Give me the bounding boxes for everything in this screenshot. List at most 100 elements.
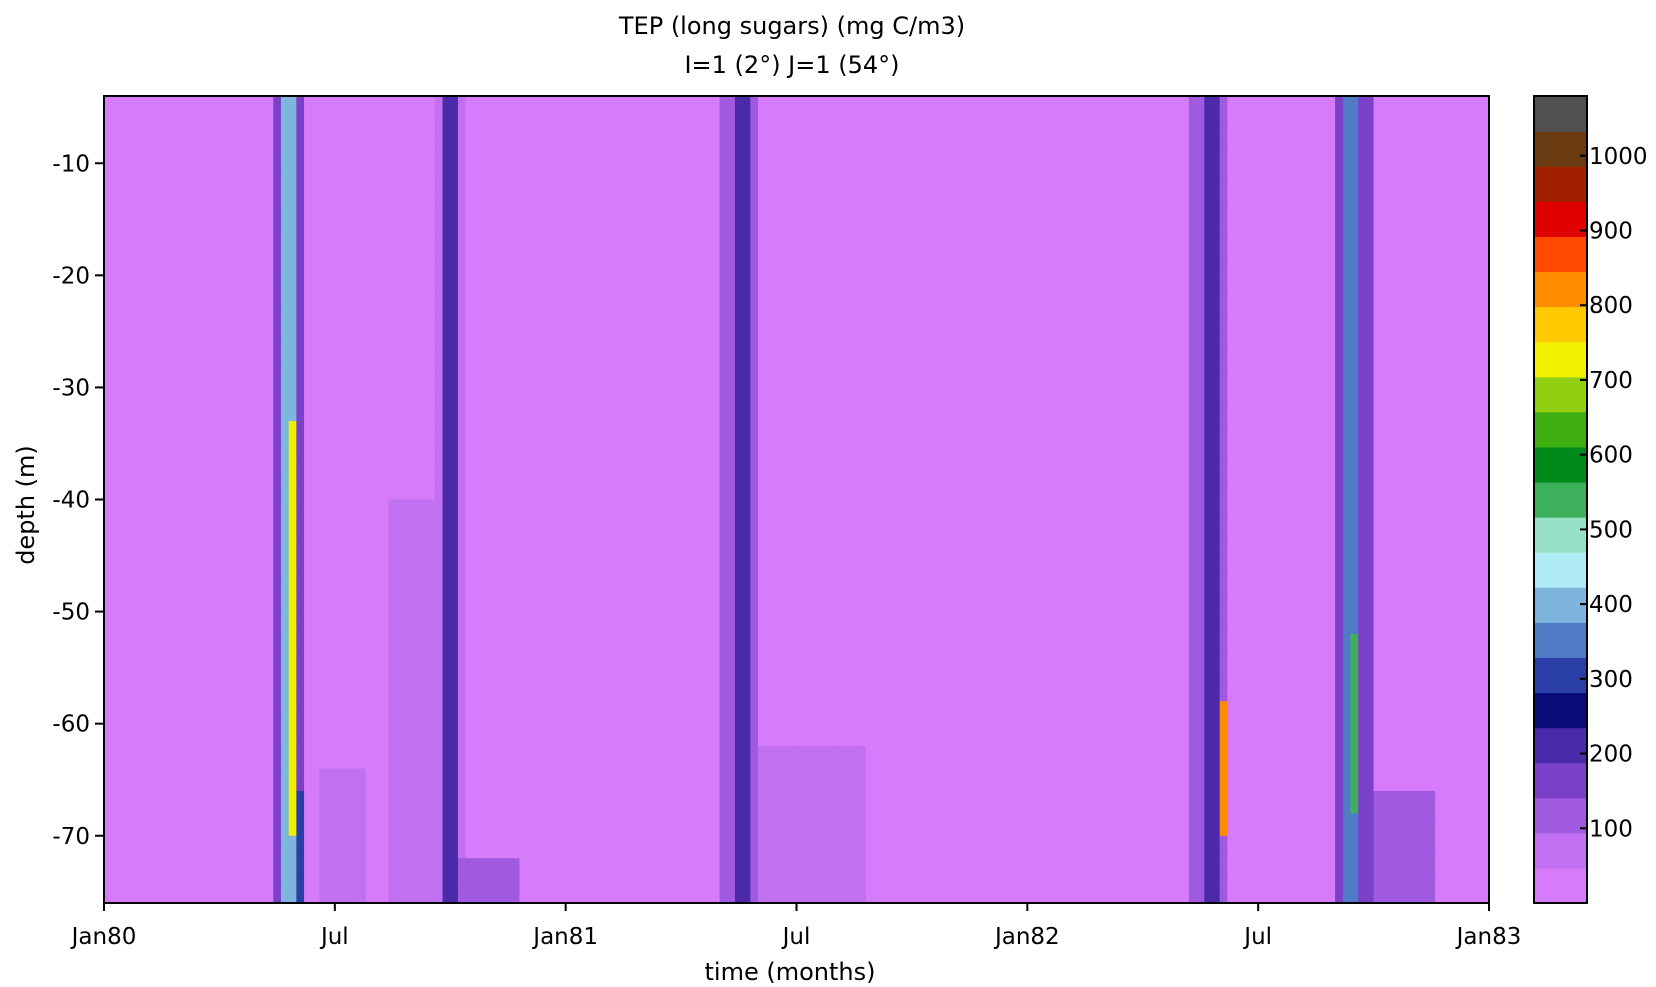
heatmap-cell bbox=[280, 387, 290, 400]
heatmap-cell bbox=[111, 611, 120, 624]
heatmap-cell bbox=[565, 275, 574, 288]
heatmap-cell bbox=[488, 734, 498, 747]
heatmap-cell bbox=[473, 533, 482, 545]
heatmap-cell bbox=[457, 163, 467, 176]
heatmap-cell bbox=[565, 768, 574, 781]
heatmap-cell bbox=[119, 891, 128, 904]
heatmap-cell bbox=[611, 140, 621, 153]
heatmap-cell bbox=[357, 129, 367, 142]
heatmap-cell bbox=[588, 129, 598, 142]
heatmap-cell bbox=[427, 208, 436, 220]
heatmap-cell bbox=[134, 891, 144, 904]
heatmap-cell bbox=[573, 779, 582, 792]
heatmap-cell bbox=[319, 846, 328, 859]
heatmap-cell bbox=[388, 353, 397, 366]
heatmap-cell bbox=[565, 129, 574, 142]
heatmap-cell bbox=[565, 241, 574, 254]
heatmap-cell bbox=[411, 320, 421, 332]
heatmap-cell bbox=[542, 297, 551, 310]
heatmap-cell bbox=[280, 757, 290, 770]
heatmap-cell bbox=[611, 757, 621, 770]
heatmap-cell bbox=[550, 488, 559, 501]
heatmap-cell bbox=[573, 566, 582, 579]
heatmap-cell bbox=[381, 454, 390, 467]
heatmap-cell bbox=[504, 779, 513, 792]
heatmap-cell bbox=[550, 342, 559, 355]
heatmap-cell bbox=[119, 510, 128, 523]
heatmap-cell bbox=[150, 723, 159, 736]
heatmap-cell bbox=[211, 308, 221, 321]
heatmap-cell bbox=[134, 723, 144, 736]
heatmap-cell bbox=[627, 656, 636, 669]
heatmap-cell bbox=[273, 667, 282, 680]
heatmap-cell bbox=[319, 342, 328, 355]
heatmap-cell bbox=[442, 734, 451, 747]
heatmap-cell bbox=[450, 219, 459, 232]
heatmap-cell bbox=[542, 712, 551, 725]
heatmap-cell bbox=[204, 152, 213, 164]
heatmap-cell bbox=[581, 275, 590, 288]
heatmap-cell bbox=[442, 555, 451, 568]
heatmap-cell bbox=[588, 768, 598, 781]
heatmap-cell bbox=[527, 409, 536, 422]
heatmap-cell bbox=[457, 107, 467, 120]
heatmap-cell bbox=[280, 208, 290, 220]
heatmap-cell bbox=[604, 701, 613, 714]
heatmap-cell bbox=[465, 690, 474, 702]
heatmap-cell bbox=[296, 757, 305, 770]
heatmap-cell bbox=[350, 230, 359, 243]
heatmap-cell bbox=[373, 645, 382, 658]
heatmap-cell bbox=[450, 140, 459, 153]
heatmap-cell bbox=[204, 477, 213, 489]
heatmap-cell bbox=[365, 477, 374, 489]
heatmap-cell bbox=[396, 320, 405, 332]
heatmap-cell bbox=[319, 365, 328, 377]
heatmap-cell bbox=[557, 152, 567, 164]
heatmap-cell bbox=[496, 107, 505, 120]
heatmap-cell bbox=[334, 387, 344, 400]
heatmap-cell bbox=[227, 140, 236, 153]
heatmap-cell bbox=[373, 342, 382, 355]
heatmap-cell bbox=[573, 622, 582, 635]
heatmap-cell bbox=[288, 734, 297, 747]
chart-subtitle: I=1 (2°) J=1 (54°) bbox=[684, 51, 899, 79]
heatmap-cell bbox=[196, 365, 205, 377]
heatmap-cell bbox=[250, 208, 259, 220]
heatmap-cell bbox=[419, 858, 428, 870]
heatmap-cell bbox=[588, 802, 598, 814]
heatmap-cell bbox=[581, 398, 590, 411]
heatmap-cell bbox=[304, 656, 313, 669]
heatmap-cell bbox=[296, 645, 305, 658]
heatmap-cell bbox=[457, 690, 467, 702]
heatmap-cell bbox=[519, 454, 528, 467]
heatmap-cell bbox=[604, 555, 613, 568]
heatmap-cell bbox=[134, 152, 144, 164]
heatmap-cell bbox=[427, 656, 436, 669]
heatmap-cell bbox=[311, 421, 321, 433]
heatmap-cell bbox=[465, 252, 474, 265]
heatmap-cell bbox=[496, 544, 505, 557]
heatmap-cell bbox=[488, 118, 498, 131]
heatmap-cell bbox=[542, 286, 551, 299]
heatmap-cell bbox=[165, 824, 174, 837]
heatmap-cell bbox=[534, 409, 544, 422]
heatmap-cell bbox=[542, 521, 551, 534]
heatmap-cell bbox=[127, 387, 136, 400]
heatmap-cell bbox=[434, 813, 444, 826]
heatmap-cell bbox=[165, 477, 174, 489]
heatmap-cell bbox=[457, 421, 467, 433]
heatmap-cell bbox=[104, 107, 113, 120]
heatmap-cell bbox=[104, 690, 113, 702]
heatmap-cell bbox=[242, 521, 251, 534]
heatmap-cell bbox=[450, 858, 459, 870]
heatmap-cell bbox=[234, 465, 244, 478]
heatmap-cell bbox=[104, 353, 113, 366]
heatmap-cell bbox=[196, 577, 205, 590]
heatmap-cell bbox=[134, 678, 144, 691]
heatmap-cell bbox=[334, 96, 344, 108]
heatmap-cell bbox=[411, 555, 421, 568]
heatmap-cell bbox=[227, 589, 236, 601]
heatmap-cell bbox=[473, 465, 482, 478]
heatmap-cell bbox=[611, 589, 621, 601]
heatmap-cell bbox=[204, 846, 213, 859]
